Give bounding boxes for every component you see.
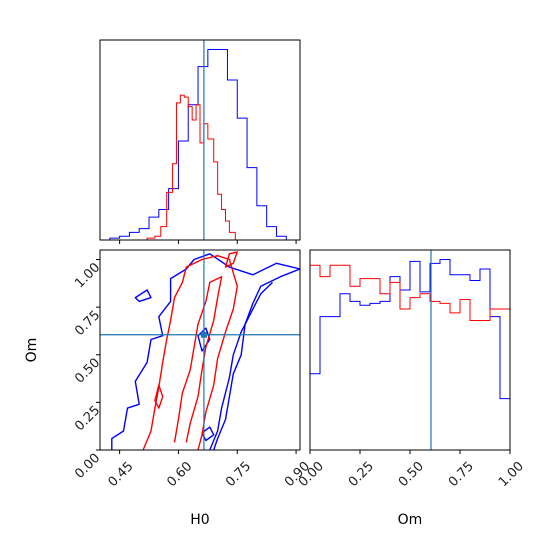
joint-contour-plot-area bbox=[100, 250, 300, 450]
joint-contour-panel: 0.45 0.60 0.75 0.90 0.000.250.500.751.00 H0… bbox=[24, 249, 313, 528]
joint-contour-red-outer-5 bbox=[142, 254, 239, 450]
joint-x-axis-label: H0 bbox=[190, 512, 209, 528]
h0-histogram-panel bbox=[99, 39, 301, 244]
joint-x-tick-label-1: 0.60 bbox=[164, 459, 195, 490]
joint-x-ticks: 0.45 0.60 0.75 0.90 bbox=[105, 450, 313, 490]
om-histogram-plot-area bbox=[310, 250, 510, 450]
joint-y-axis-label: Om bbox=[24, 338, 40, 363]
joint-contour-red-blob-8 bbox=[224, 251, 239, 268]
joint-y-ticks: 0.00 0.25 0.50 0.75 1.00 bbox=[72, 259, 103, 482]
h0-histogram-frame bbox=[99, 39, 301, 241]
joint-contour-frame bbox=[99, 249, 301, 451]
joint-contour-red-blob-7 bbox=[154, 384, 164, 409]
om-histogram-x-ticks: 0.00 0.25 0.50 0.75 1.00 bbox=[296, 450, 527, 490]
om-histogram-series-red bbox=[310, 264, 510, 450]
om-histogram-panel: 0.00 0.25 0.50 0.75 1.00 Om bbox=[296, 249, 527, 528]
joint-contour-red-inner-6 bbox=[173, 276, 223, 443]
h0-histogram-plot-area bbox=[100, 40, 300, 240]
joint-y-tick-label-0: 0.00 bbox=[72, 451, 103, 482]
joint-truth-marker bbox=[200, 331, 207, 338]
om-histogram-x-axis-label: Om bbox=[398, 512, 423, 528]
joint-contour-blue-outer-0 bbox=[111, 253, 300, 450]
joint-y-tick-label-1: 0.25 bbox=[72, 403, 103, 434]
joint-contour-blue-blob-4 bbox=[201, 426, 215, 442]
joint-y-tick-label-3: 0.75 bbox=[72, 308, 103, 339]
om-histogram-series-blue bbox=[310, 259, 510, 450]
h0-histogram-series-blue bbox=[100, 49, 300, 240]
joint-contour-blue-inner-2 bbox=[209, 281, 273, 450]
om-x-tick-label-1: 0.25 bbox=[346, 459, 377, 490]
joint-x-tick-label-0: 0.45 bbox=[105, 459, 136, 490]
h0-histogram-x-ticks bbox=[119, 240, 297, 244]
joint-y-tick-label-4: 1.00 bbox=[72, 260, 103, 291]
joint-x-tick-label-2: 0.75 bbox=[223, 459, 254, 490]
om-x-tick-label-3: 0.75 bbox=[446, 459, 477, 490]
joint-y-tick-label-2: 0.50 bbox=[72, 355, 103, 386]
joint-contour-blue-blob-1 bbox=[134, 289, 152, 303]
h0-histogram-series-red bbox=[139, 94, 242, 240]
om-x-tick-label-2: 0.50 bbox=[396, 459, 427, 490]
om-x-tick-label-4: 1.00 bbox=[496, 459, 527, 490]
